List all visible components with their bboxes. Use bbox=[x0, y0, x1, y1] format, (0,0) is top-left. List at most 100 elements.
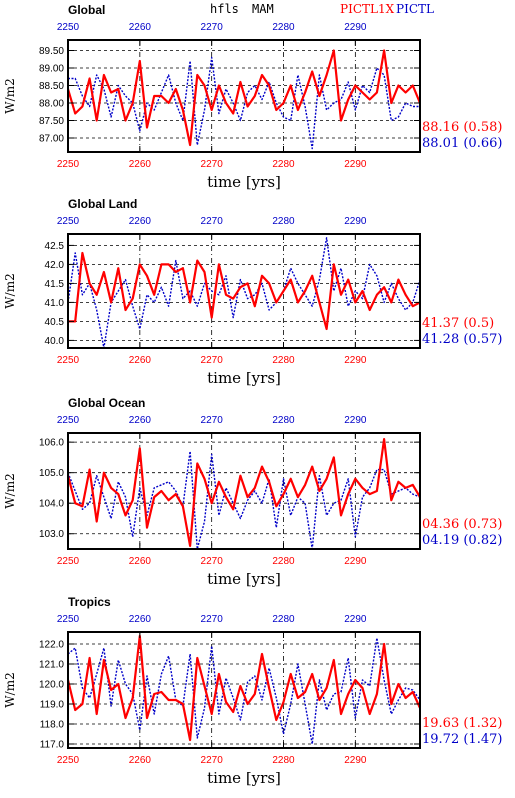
x-tick-label-top: 2250 bbox=[57, 216, 80, 227]
y-tick-label: 117.0 bbox=[40, 740, 65, 751]
x-tick-label-bottom: 2260 bbox=[129, 355, 152, 366]
y-tick-label: 106.0 bbox=[39, 438, 64, 449]
x-tick-label-bottom: 2250 bbox=[57, 355, 80, 366]
chart-title: Global bbox=[68, 3, 105, 17]
x-tick-label-bottom: 2250 bbox=[57, 755, 80, 766]
plot-frame bbox=[67, 233, 421, 349]
x-tick-label-top: 2260 bbox=[129, 614, 152, 625]
series-line-pictl1x bbox=[66, 49, 422, 147]
y-tick-label: 103.0 bbox=[39, 529, 64, 540]
x-tick-label-bottom: 2270 bbox=[201, 755, 224, 766]
y-tick-label: 40.0 bbox=[45, 336, 65, 347]
stat-pictl1x: 19.63 (1.32) bbox=[422, 716, 502, 731]
x-tick-label-top: 2290 bbox=[344, 22, 367, 33]
x-tick-label-bottom: 2270 bbox=[201, 556, 224, 567]
plot-frame bbox=[67, 631, 421, 749]
y-tick-label: 42.0 bbox=[45, 260, 65, 271]
y-tick-label: 119.0 bbox=[40, 700, 65, 711]
header-series-a-label: PICTL1X bbox=[340, 2, 395, 16]
y-tick-label: 122.0 bbox=[39, 640, 64, 651]
header-series-b-label: PICTL bbox=[396, 2, 434, 16]
x-tick-label-top: 2250 bbox=[57, 22, 80, 33]
y-tick-label: 87.00 bbox=[39, 134, 64, 145]
x-tick-label-top: 2260 bbox=[129, 22, 152, 33]
stat-pictl1x: 88.16 (0.58) bbox=[422, 120, 502, 135]
series-line-pictl1x bbox=[66, 438, 421, 548]
x-tick-label-top: 2290 bbox=[344, 614, 367, 625]
y-tick-label: 118.0 bbox=[40, 720, 65, 731]
x-tick-label-top: 2270 bbox=[201, 22, 224, 33]
x-tick-label-top: 2250 bbox=[57, 614, 80, 625]
x-tick-label-bottom: 2250 bbox=[57, 159, 80, 170]
x-tick-label-top: 2280 bbox=[272, 216, 295, 227]
y-axis-label: W/m2 bbox=[3, 273, 17, 308]
x-tick-label-bottom: 2260 bbox=[129, 755, 152, 766]
y-tick-label: 88.50 bbox=[39, 81, 64, 92]
chart-title: Tropics bbox=[68, 595, 111, 609]
x-tick-label-bottom: 2270 bbox=[201, 159, 224, 170]
x-tick-label-bottom: 2250 bbox=[57, 556, 80, 567]
series-line-pictl bbox=[67, 237, 421, 349]
x-tick-label-bottom: 2280 bbox=[272, 556, 295, 567]
y-tick-label: 40.5 bbox=[45, 317, 65, 328]
x-tick-label-bottom: 2260 bbox=[129, 159, 152, 170]
x-tick-label-bottom: 2290 bbox=[344, 355, 367, 366]
x-tick-label-top: 2270 bbox=[201, 415, 224, 426]
series-line-pictl1x bbox=[66, 634, 422, 742]
header-variable: hfls bbox=[210, 2, 239, 16]
y-tick-label: 89.50 bbox=[39, 46, 64, 57]
chart-panels: Global 87.00 87.50 88.00 88.50 89.00 89.50 2250… bbox=[3, 3, 502, 787]
chart-tropics: Tropics 117.0 118.0 119.0 120.0 121.0 122.0 225… bbox=[3, 595, 502, 787]
stat-pictl: 04.19 (0.82) bbox=[422, 533, 502, 548]
y-tick-label: 105.0 bbox=[39, 468, 64, 479]
x-tick-label-bottom: 2280 bbox=[272, 355, 295, 366]
x-tick-label-top: 2260 bbox=[129, 415, 152, 426]
chart-title: Global Ocean bbox=[68, 396, 145, 410]
chart-global-land: Global Land 40.0 40.5 41.0 41.5 42.0 42.5 2250 2… bbox=[3, 197, 502, 387]
figure-header: hfls MAM PICTL1X PICTL bbox=[210, 2, 434, 16]
x-tick-label-bottom: 2290 bbox=[344, 556, 367, 567]
y-tick-label: 41.0 bbox=[45, 298, 65, 309]
x-tick-label-bottom: 2280 bbox=[272, 755, 295, 766]
x-tick-label-bottom: 2260 bbox=[129, 556, 152, 567]
series-line-pictl bbox=[67, 450, 421, 550]
stat-pictl: 88.01 (0.66) bbox=[422, 136, 502, 151]
y-tick-label: 42.5 bbox=[45, 241, 65, 252]
stat-pictl1x: 04.36 (0.73) bbox=[422, 517, 502, 532]
series-line-pictl bbox=[68, 56, 420, 150]
x-tick-label-bottom: 2290 bbox=[344, 159, 367, 170]
y-tick-label: 104.0 bbox=[39, 499, 64, 510]
y-tick-label: 89.00 bbox=[39, 64, 64, 75]
stat-pictl: 41.28 (0.57) bbox=[422, 332, 502, 347]
y-axis-label: W/m2 bbox=[3, 473, 17, 508]
y-axis-label: W/m2 bbox=[3, 78, 17, 113]
x-tick-label-top: 2290 bbox=[344, 415, 367, 426]
x-axis-label: time [yrs] bbox=[207, 369, 281, 387]
x-tick-label-top: 2280 bbox=[272, 415, 295, 426]
y-tick-label: 41.5 bbox=[45, 279, 65, 290]
header-season: MAM bbox=[252, 2, 274, 16]
x-tick-label-top: 2280 bbox=[272, 614, 295, 625]
x-tick-label-top: 2270 bbox=[201, 216, 224, 227]
x-tick-label-bottom: 2270 bbox=[201, 355, 224, 366]
x-tick-label-top: 2250 bbox=[57, 415, 80, 426]
chart-global-ocean: Global Ocean 103.0 104.0 105.0 106.0 2250 2250… bbox=[3, 396, 502, 588]
x-axis-label: time [yrs] bbox=[207, 173, 281, 191]
chart-title: Global Land bbox=[68, 197, 137, 211]
y-tick-label: 87.50 bbox=[39, 116, 64, 127]
stat-pictl: 19.72 (1.47) bbox=[422, 732, 502, 747]
y-tick-label: 120.0 bbox=[39, 680, 64, 691]
x-tick-label-top: 2280 bbox=[272, 22, 295, 33]
y-tick-label: 121.0 bbox=[39, 660, 64, 671]
series-line-pictl1x bbox=[68, 251, 421, 331]
plot-frame bbox=[67, 39, 421, 153]
x-axis-label: time [yrs] bbox=[207, 769, 281, 787]
y-tick-label: 88.00 bbox=[39, 99, 64, 110]
x-tick-label-top: 2290 bbox=[344, 216, 367, 227]
plot-frame bbox=[67, 432, 421, 550]
y-axis-label: W/m2 bbox=[3, 672, 17, 707]
x-tick-label-bottom: 2290 bbox=[344, 755, 367, 766]
x-axis-label: time [yrs] bbox=[207, 570, 281, 588]
x-tick-label-bottom: 2280 bbox=[272, 159, 295, 170]
